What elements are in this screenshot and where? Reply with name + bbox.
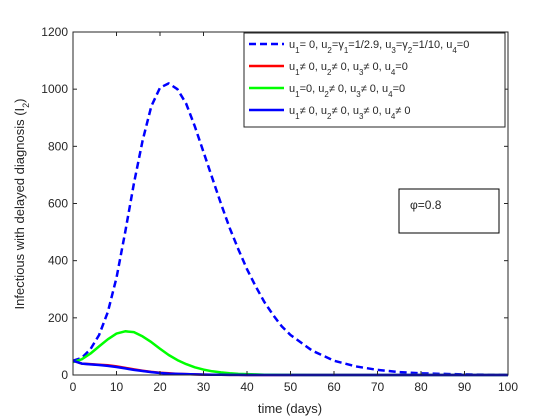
legend-label: u1≠ 0, u2≠ 0, u3≠ 0, u4≠ 0 [289,105,411,121]
legend-label: u1= 0, u2=γ1=1/2.9, u3=γ2=1/10, u4=0 [289,39,469,55]
y-tick-label: 400 [48,254,68,268]
y-tick-label: 1000 [41,82,68,96]
legend: u1= 0, u2=γ1=1/2.9, u3=γ2=1/10, u4=0 u1≠ … [243,32,506,128]
x-axis-title: time (days) [258,401,322,416]
x-tick-label: 0 [70,380,77,394]
x-tick-label: 80 [414,380,428,394]
x-tick-label: 70 [371,380,385,394]
y-tick-label: 600 [48,197,68,211]
legend-box [243,32,506,128]
legend-label: u1≠ 0, u2≠ 0, u3≠ 0, u4=0 [289,61,408,77]
x-tick-label: 30 [197,380,211,394]
x-tick-label: 60 [327,380,341,394]
y-tick-label: 200 [48,311,68,325]
y-tick-label: 1200 [41,25,68,39]
x-tick-label: 90 [458,380,472,394]
axis-titles: time (days) Infectious with delayed diag… [12,99,322,416]
y-tick-label: 800 [48,139,68,153]
x-tick-label: 10 [110,380,124,394]
annotation-text: φ=0.8 [410,198,442,212]
tick-labels: 0 10 20 30 40 50 60 70 80 90 100020040060080010001… [41,25,518,394]
y-axis-title: Infectious with delayed diagnosis (I2) [12,99,31,310]
legend-label: u1=0, u2≠ 0, u3≠ 0, u4=0 [289,83,405,99]
series-line-1 [72,82,508,376]
annotation-box [398,188,500,234]
annotation: φ=0.8 [398,188,500,234]
y-tick-label: 0 [61,368,68,382]
axes [72,31,509,376]
x-tick-label: 40 [240,380,254,394]
x-tick-label: 20 [153,380,167,394]
x-tick-label: 50 [284,380,298,394]
x-tick-label: 100 [498,380,518,394]
